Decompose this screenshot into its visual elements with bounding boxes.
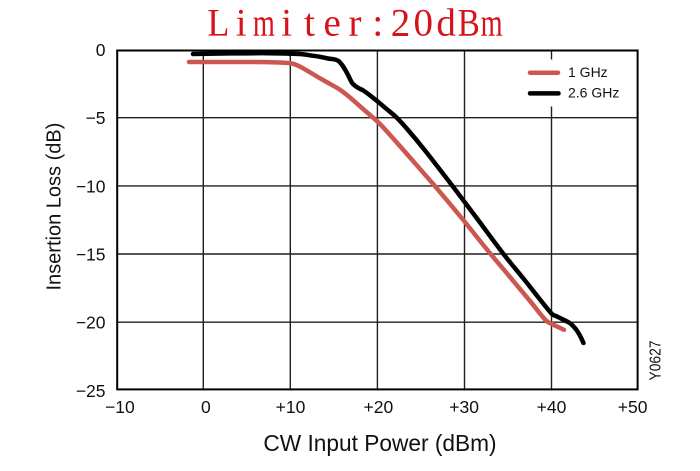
svg-text::: :	[372, 2, 383, 45]
svg-text:e: e	[324, 2, 341, 45]
svg-text:−10: −10	[76, 176, 106, 196]
svg-text:0: 0	[96, 40, 106, 60]
svg-text:2: 2	[391, 2, 411, 45]
svg-text:i: i	[281, 2, 292, 45]
svg-text:i: i	[236, 2, 247, 45]
svg-text:Insertion Loss (dB): Insertion Loss (dB)	[44, 123, 66, 291]
svg-text:0: 0	[414, 2, 434, 45]
svg-text:−25: −25	[76, 381, 106, 401]
svg-text:+20: +20	[364, 397, 394, 417]
svg-text:L: L	[207, 2, 229, 45]
svg-text:−10: −10	[105, 397, 135, 417]
svg-text:d: d	[436, 2, 456, 45]
svg-text:B: B	[458, 1, 480, 44]
svg-text:+10: +10	[276, 397, 306, 417]
svg-text:0: 0	[201, 397, 211, 417]
svg-text:1 GHz: 1 GHz	[568, 64, 608, 80]
svg-text:m: m	[253, 2, 275, 44]
svg-text:+50: +50	[618, 397, 648, 417]
svg-text:Y0627: Y0627	[648, 341, 665, 381]
svg-text:t: t	[304, 2, 315, 45]
svg-text:m: m	[481, 2, 503, 44]
svg-text:CW Input Power (dBm): CW Input Power (dBm)	[263, 430, 496, 456]
svg-text:−5: −5	[86, 108, 106, 128]
svg-text:2.6 GHz: 2.6 GHz	[568, 85, 619, 101]
svg-text:r: r	[349, 2, 362, 45]
svg-text:−15: −15	[76, 244, 106, 264]
svg-text:+40: +40	[537, 397, 567, 417]
svg-text:−20: −20	[76, 313, 106, 333]
svg-text:+30: +30	[449, 397, 479, 417]
